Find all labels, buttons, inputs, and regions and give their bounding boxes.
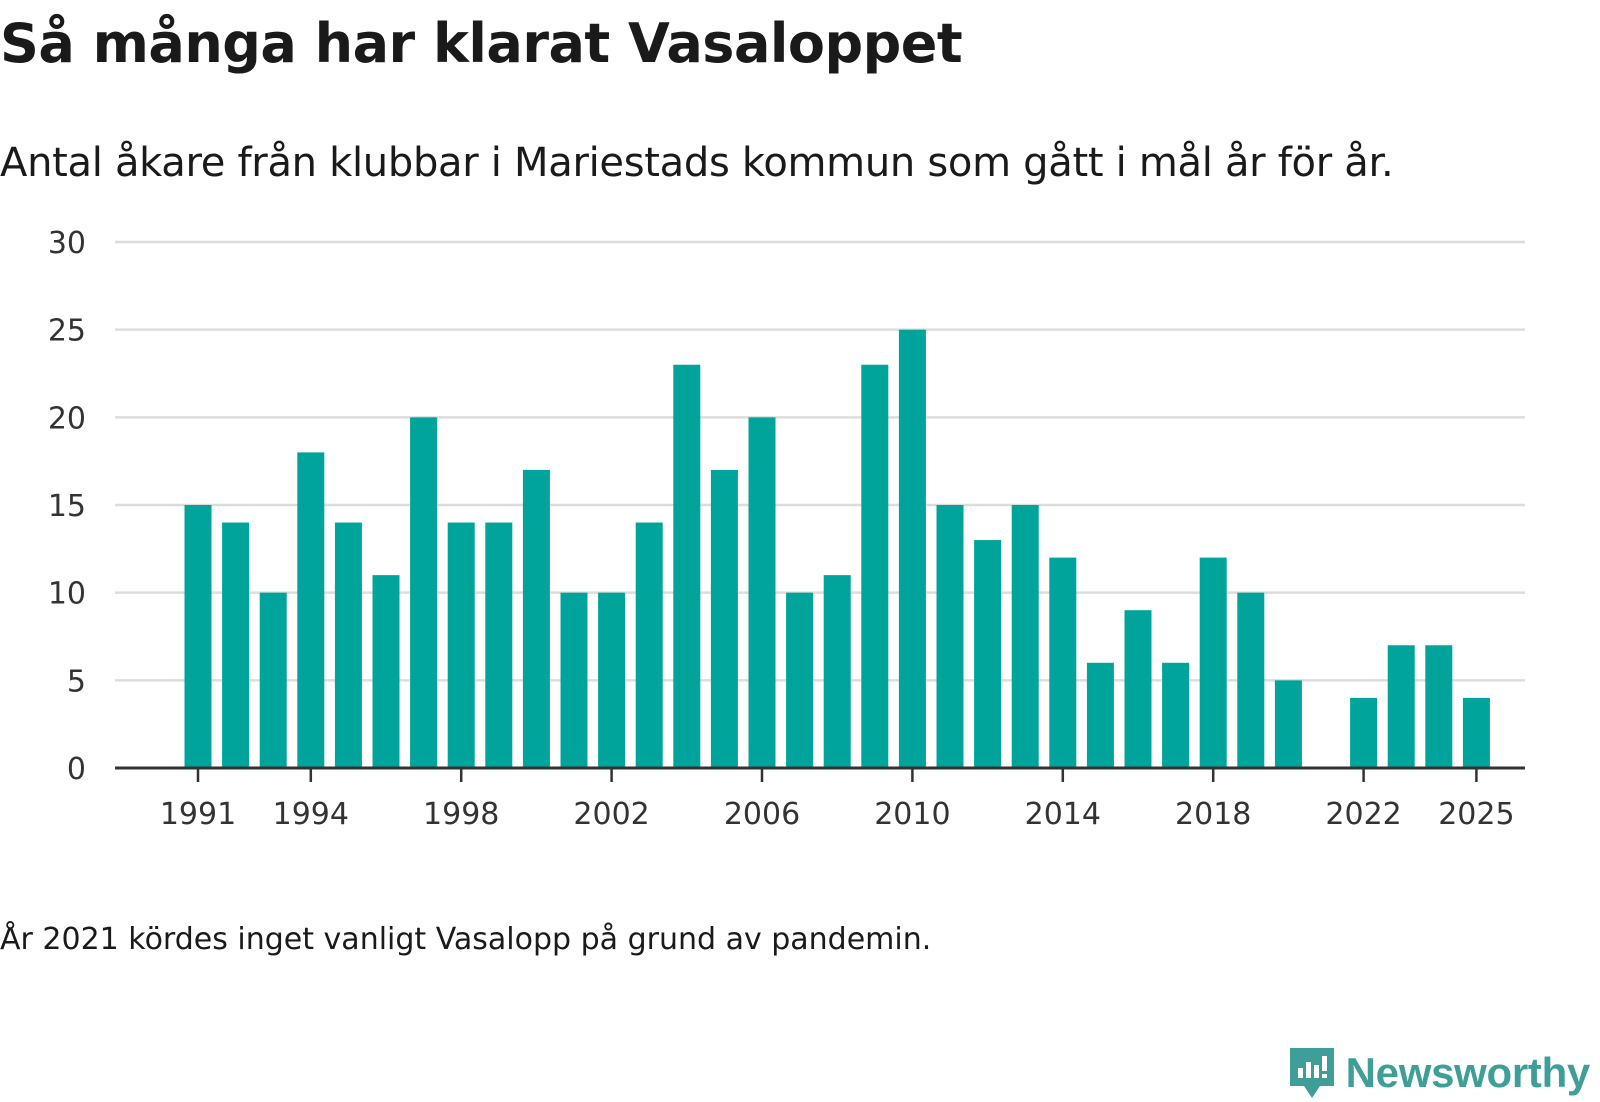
bar xyxy=(1162,662,1190,768)
y-tick-label: 30 xyxy=(48,226,86,261)
bar xyxy=(786,592,814,768)
bar xyxy=(823,575,851,768)
bar xyxy=(334,522,362,768)
bar xyxy=(861,364,889,768)
bar xyxy=(560,592,588,768)
bar xyxy=(1086,662,1114,768)
grid-lines xyxy=(115,240,1525,682)
bar xyxy=(372,575,400,768)
bar xyxy=(1011,505,1039,768)
y-tick-label: 20 xyxy=(48,401,86,436)
y-tick-label: 0 xyxy=(67,752,86,787)
bar xyxy=(673,364,701,768)
x-tick-label: 1994 xyxy=(273,797,349,832)
bar xyxy=(936,505,964,768)
x-tick-label: 2014 xyxy=(1025,797,1101,832)
bar xyxy=(1462,697,1490,768)
x-tick-labels: 1991 1994 1998 2002 2006 2010 2014 2018 2022 2025 xyxy=(160,797,1515,832)
bar xyxy=(485,522,513,768)
bar xyxy=(1425,645,1453,768)
y-tick-label: 15 xyxy=(48,489,86,524)
bar xyxy=(184,505,212,768)
x-tick-label: 2022 xyxy=(1325,797,1401,832)
x-tick-label: 2010 xyxy=(874,797,950,832)
x-tick-label: 2025 xyxy=(1438,797,1514,832)
bar xyxy=(222,522,250,768)
footnote: År 2021 kördes inget vanligt Vasalopp på… xyxy=(0,922,932,957)
x-tick-label: 2018 xyxy=(1175,797,1251,832)
bar xyxy=(447,522,475,768)
bar xyxy=(635,522,663,768)
y-tick-label: 10 xyxy=(48,577,86,612)
bar xyxy=(1274,680,1302,768)
bar xyxy=(1350,697,1378,768)
bar xyxy=(974,540,1002,768)
bar xyxy=(259,592,287,768)
brand-name: Newsworthy xyxy=(1345,1049,1591,1096)
y-tick-label: 25 xyxy=(48,314,86,349)
x-tick-label: 2006 xyxy=(724,797,800,832)
bar xyxy=(1199,557,1227,768)
newsworthy-logo-icon xyxy=(1289,1048,1334,1098)
chart-subtitle: Antal åkare från klubbar i Mariestads ko… xyxy=(0,140,1394,186)
bar xyxy=(1124,610,1152,768)
bar xyxy=(522,469,550,768)
bar xyxy=(598,592,626,768)
y-tick-labels: 0 5 10 15 20 25 30 xyxy=(48,226,86,787)
bar xyxy=(1049,557,1077,768)
x-tick-label: 1991 xyxy=(160,797,236,832)
chart-title: Så många har klarat Vasaloppet xyxy=(0,12,963,75)
x-axis xyxy=(115,766,1525,782)
x-tick-label: 2002 xyxy=(573,797,649,832)
bar xyxy=(410,417,438,768)
brand-logo: Newsworthy xyxy=(1286,1044,1590,1102)
bar xyxy=(1237,592,1265,768)
bar xyxy=(710,469,738,768)
y-tick-label: 5 xyxy=(67,664,86,699)
bar xyxy=(297,452,325,768)
x-tick-label: 1998 xyxy=(423,797,499,832)
bar xyxy=(1387,645,1415,768)
bar xyxy=(898,329,926,768)
bars xyxy=(184,329,1490,768)
bar xyxy=(748,417,776,768)
